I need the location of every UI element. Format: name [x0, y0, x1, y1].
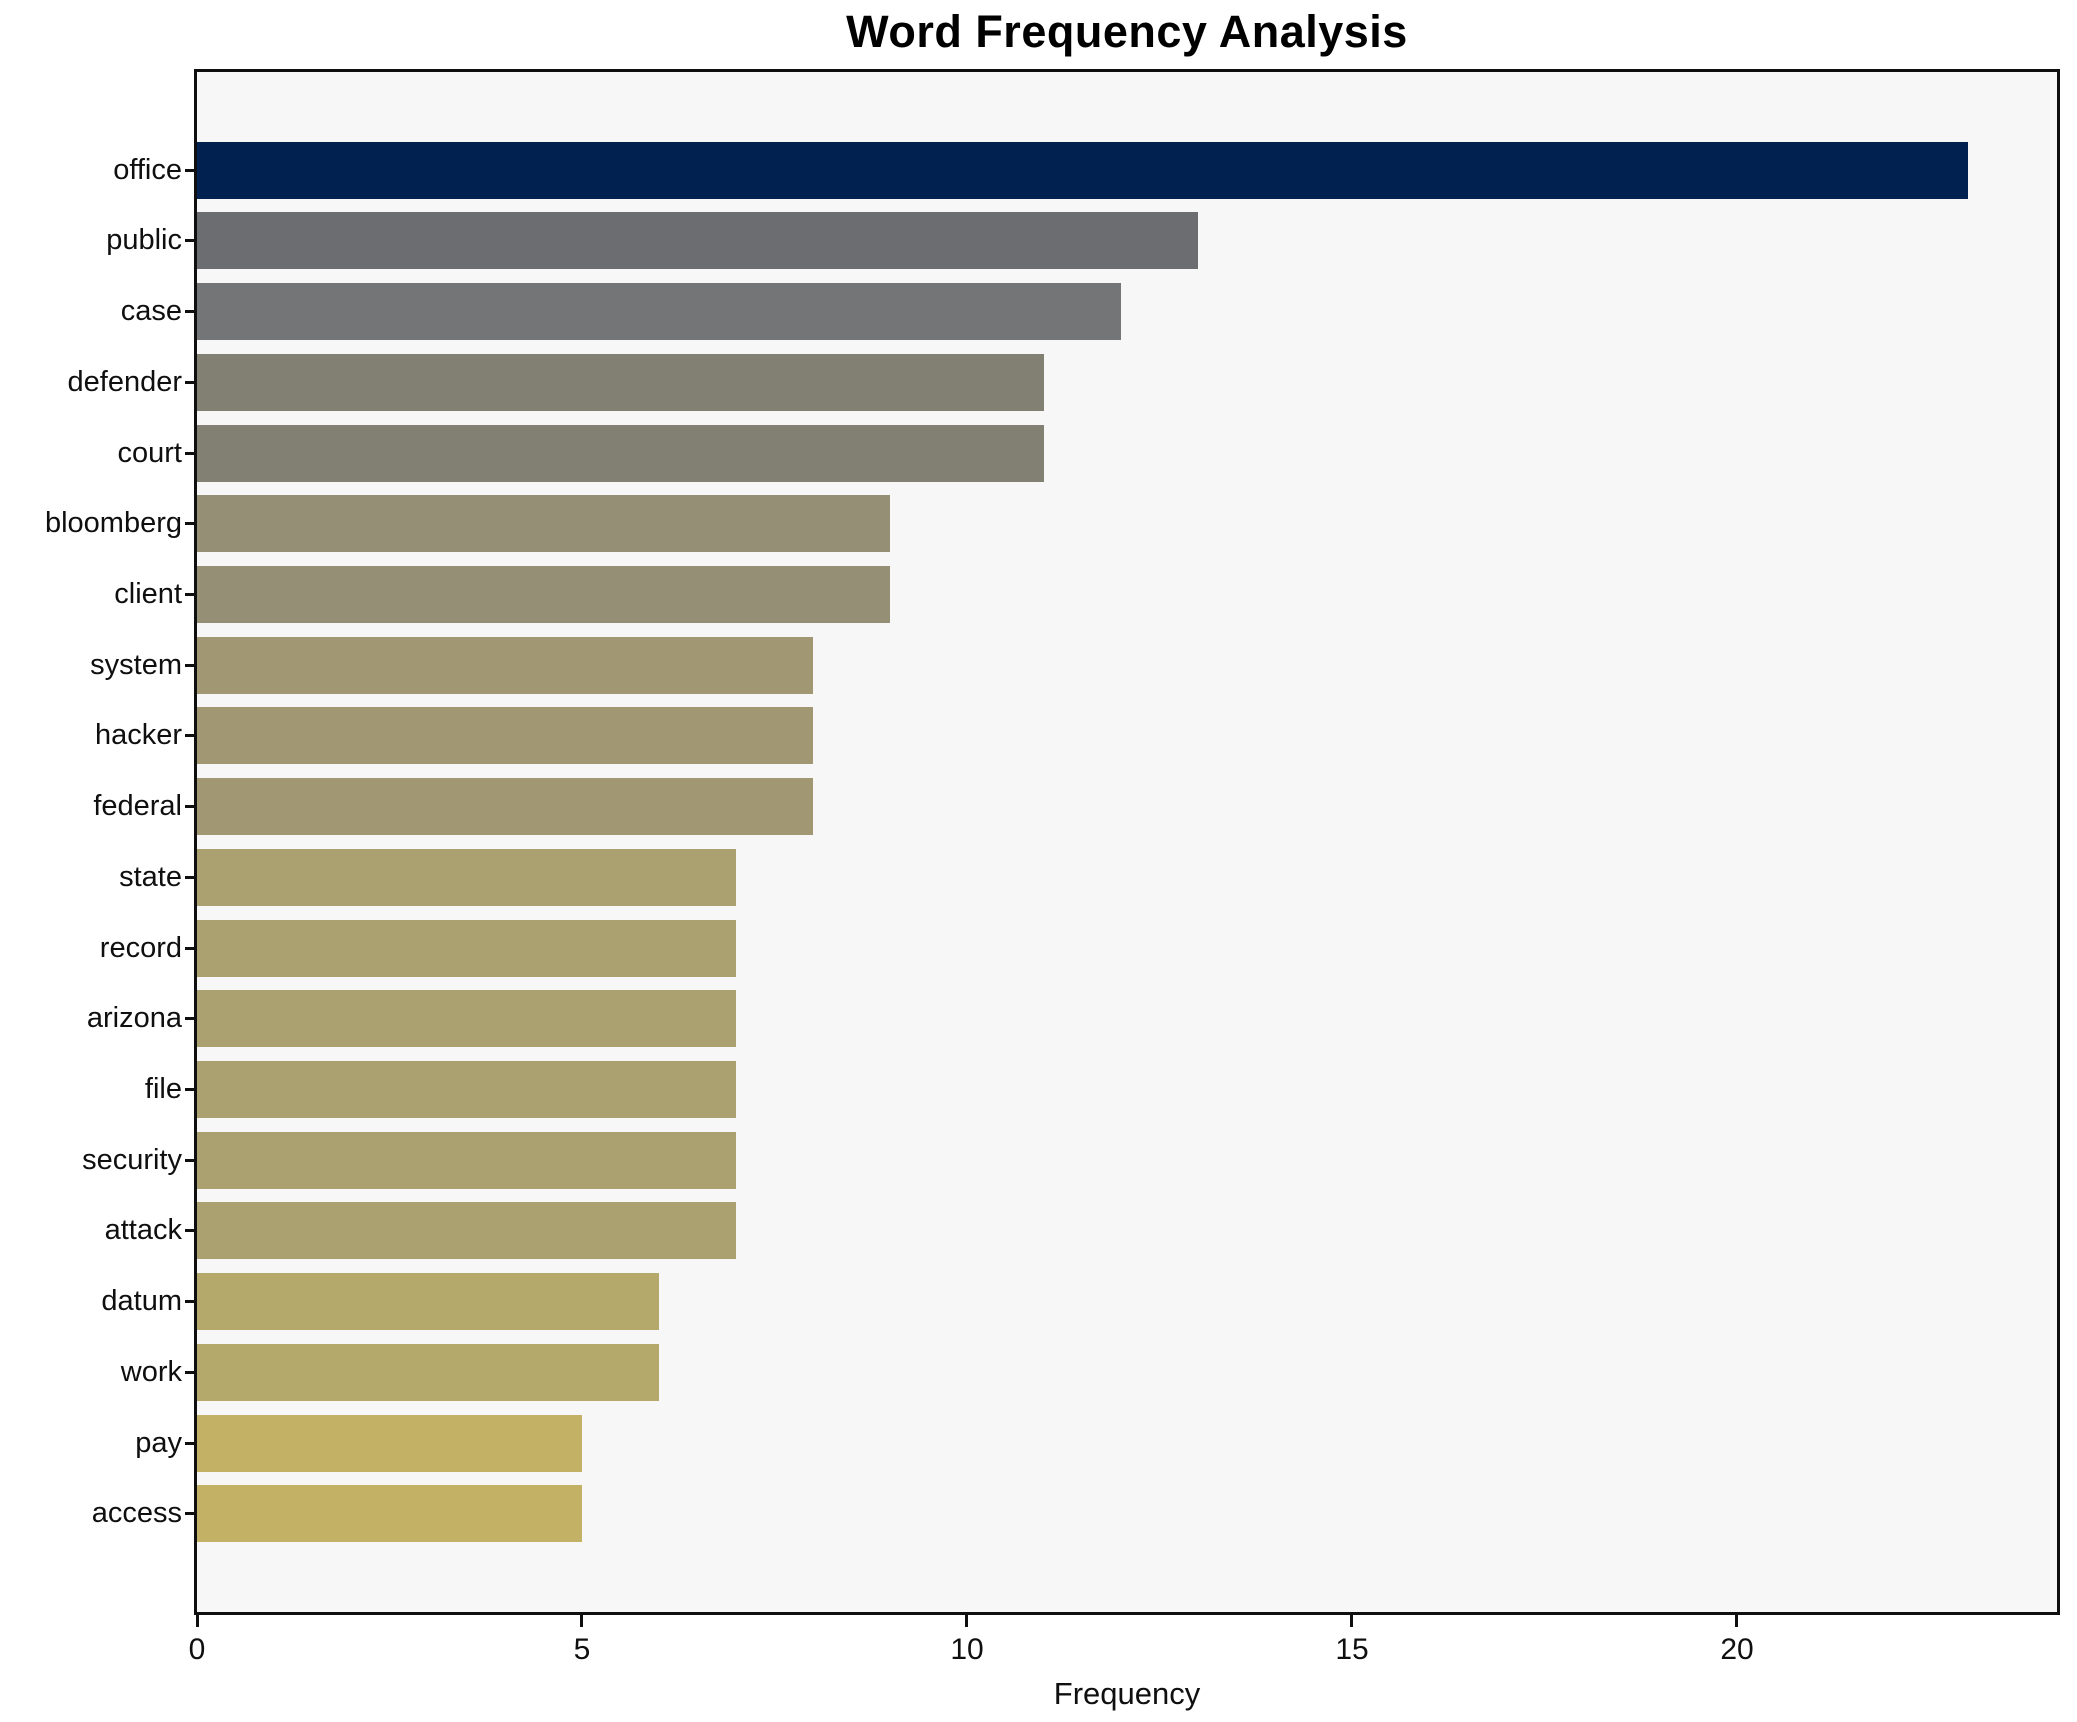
y-tick-label-file: file — [144, 1073, 182, 1105]
plot-area — [194, 69, 2060, 1615]
x-tick-mark — [1735, 1615, 1738, 1627]
x-axis-label: Frequency — [1053, 1676, 1201, 1711]
y-tick-label-client: client — [114, 578, 182, 610]
y-tick-mark — [185, 1300, 194, 1303]
y-tick-label-office: office — [113, 154, 182, 186]
y-tick-label-federal: federal — [93, 790, 182, 822]
bar-client — [197, 566, 890, 623]
y-tick-mark — [185, 1229, 194, 1232]
y-tick-mark — [185, 452, 194, 455]
bar-hacker — [197, 707, 813, 764]
bar-attack — [197, 1202, 736, 1259]
bar-access — [197, 1485, 582, 1542]
y-tick-mark — [185, 239, 194, 242]
x-tick-mark — [580, 1615, 583, 1627]
y-tick-mark — [185, 1442, 194, 1445]
x-tick-mark — [965, 1615, 968, 1627]
x-tick-label-20: 20 — [1720, 1633, 1754, 1666]
y-tick-mark — [185, 381, 194, 384]
x-tick-label-15: 15 — [1335, 1633, 1369, 1666]
bar-state — [197, 849, 736, 906]
y-tick-label-security: security — [82, 1144, 182, 1176]
bar-pay — [197, 1415, 582, 1472]
y-tick-mark — [185, 1017, 194, 1020]
bar-bloomberg — [197, 495, 890, 552]
x-tick-label-0: 0 — [188, 1633, 206, 1666]
bar-datum — [197, 1273, 659, 1330]
bar-office — [197, 142, 1968, 199]
y-tick-label-case: case — [120, 295, 182, 327]
y-tick-label-bloomberg: bloomberg — [44, 507, 182, 539]
y-tick-label-court: court — [117, 437, 182, 469]
bar-security — [197, 1132, 736, 1189]
y-tick-mark — [185, 664, 194, 667]
y-tick-mark — [185, 805, 194, 808]
x-tick-label-10: 10 — [950, 1633, 984, 1666]
bar-federal — [197, 778, 813, 835]
y-tick-label-state: state — [119, 861, 182, 893]
bar-court — [197, 425, 1044, 482]
y-tick-label-public: public — [106, 224, 182, 256]
y-tick-label-hacker: hacker — [94, 719, 182, 751]
bar-system — [197, 637, 813, 694]
y-tick-mark — [185, 522, 194, 525]
y-tick-label-work: work — [120, 1356, 182, 1388]
y-tick-mark — [185, 734, 194, 737]
x-tick-mark — [196, 1615, 199, 1627]
y-tick-mark — [185, 169, 194, 172]
y-tick-label-arizona: arizona — [86, 1002, 182, 1034]
y-tick-mark — [185, 310, 194, 313]
chart-title: Word Frequency Analysis — [846, 6, 1408, 57]
y-tick-label-pay: pay — [135, 1427, 182, 1459]
y-tick-mark — [185, 876, 194, 879]
y-tick-mark — [185, 1088, 194, 1091]
y-tick-label-attack: attack — [104, 1214, 182, 1246]
y-tick-label-access: access — [91, 1497, 182, 1529]
x-tick-label-5: 5 — [573, 1633, 591, 1666]
y-tick-mark — [185, 947, 194, 950]
bar-file — [197, 1061, 736, 1118]
y-tick-mark — [185, 1371, 194, 1374]
bar-work — [197, 1344, 659, 1401]
y-tick-label-system: system — [90, 649, 182, 681]
bar-record — [197, 920, 736, 977]
y-tick-mark — [185, 593, 194, 596]
y-tick-label-defender: defender — [67, 366, 183, 398]
y-tick-mark — [185, 1159, 194, 1162]
bar-case — [197, 283, 1121, 340]
bar-defender — [197, 354, 1044, 411]
x-tick-mark — [1350, 1615, 1353, 1627]
y-tick-mark — [185, 1512, 194, 1515]
bar-arizona — [197, 990, 736, 1047]
y-tick-label-datum: datum — [101, 1285, 182, 1317]
y-tick-label-record: record — [99, 932, 182, 964]
bar-public — [197, 212, 1198, 269]
